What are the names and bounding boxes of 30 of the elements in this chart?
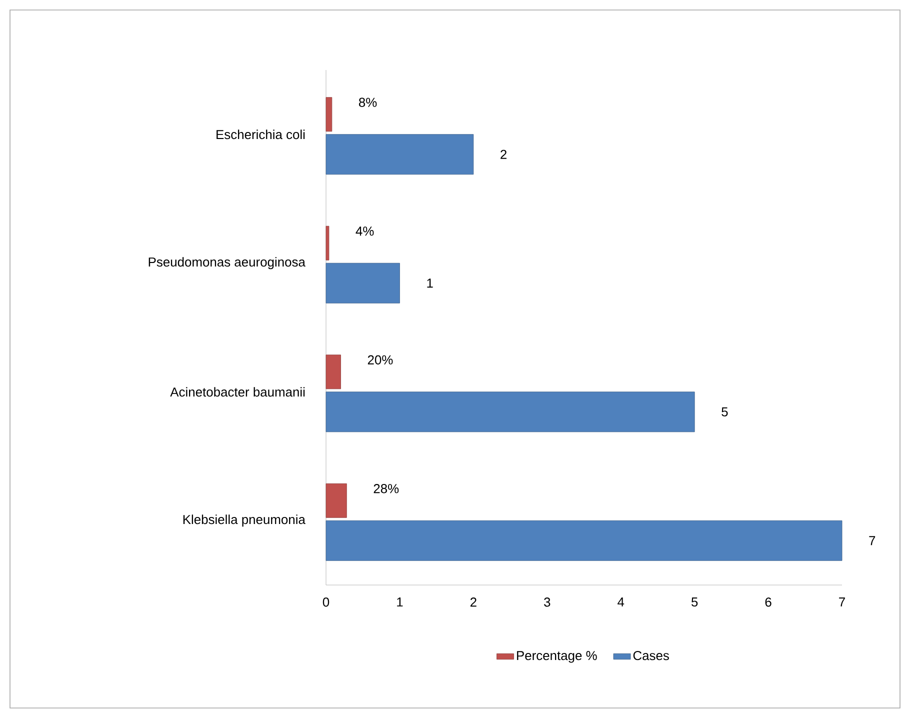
y-tick-label: Acinetobacter baumanii (170, 387, 305, 397)
data-label: 20% (368, 355, 393, 364)
x-tick-label: 0 (322, 598, 330, 607)
x-tick-label: 3 (544, 598, 550, 607)
data-label: 28% (374, 484, 399, 494)
y-tick-label: Klebsiella pneumonia (183, 514, 306, 527)
x-tick-label: 4 (618, 598, 624, 606)
bar (326, 97, 332, 132)
x-tick-label: 1 (397, 598, 403, 606)
data-label: 2 (500, 150, 506, 159)
bar (326, 354, 341, 390)
bar (326, 520, 842, 561)
bar (326, 392, 695, 432)
data-label: 7 (869, 536, 876, 546)
bar (326, 226, 330, 260)
x-tick-label: 7 (839, 598, 845, 606)
y-tick-label: Escherichia coli (216, 130, 305, 140)
data-label: 8% (358, 98, 377, 107)
legend-label: Percentage % (517, 651, 597, 663)
bar (326, 483, 347, 518)
y-tick-label: Pseudomonas aeuroginosa (148, 257, 306, 270)
legend-label: Cases (633, 650, 669, 660)
data-label: 1 (427, 278, 433, 288)
bar (326, 134, 474, 175)
x-tick-label: 2 (470, 598, 476, 607)
x-tick-label: 6 (765, 598, 772, 607)
data-label: 4% (356, 226, 374, 236)
data-label: 5 (722, 407, 728, 416)
x-tick-label: 5 (691, 598, 698, 607)
bar (326, 262, 400, 304)
